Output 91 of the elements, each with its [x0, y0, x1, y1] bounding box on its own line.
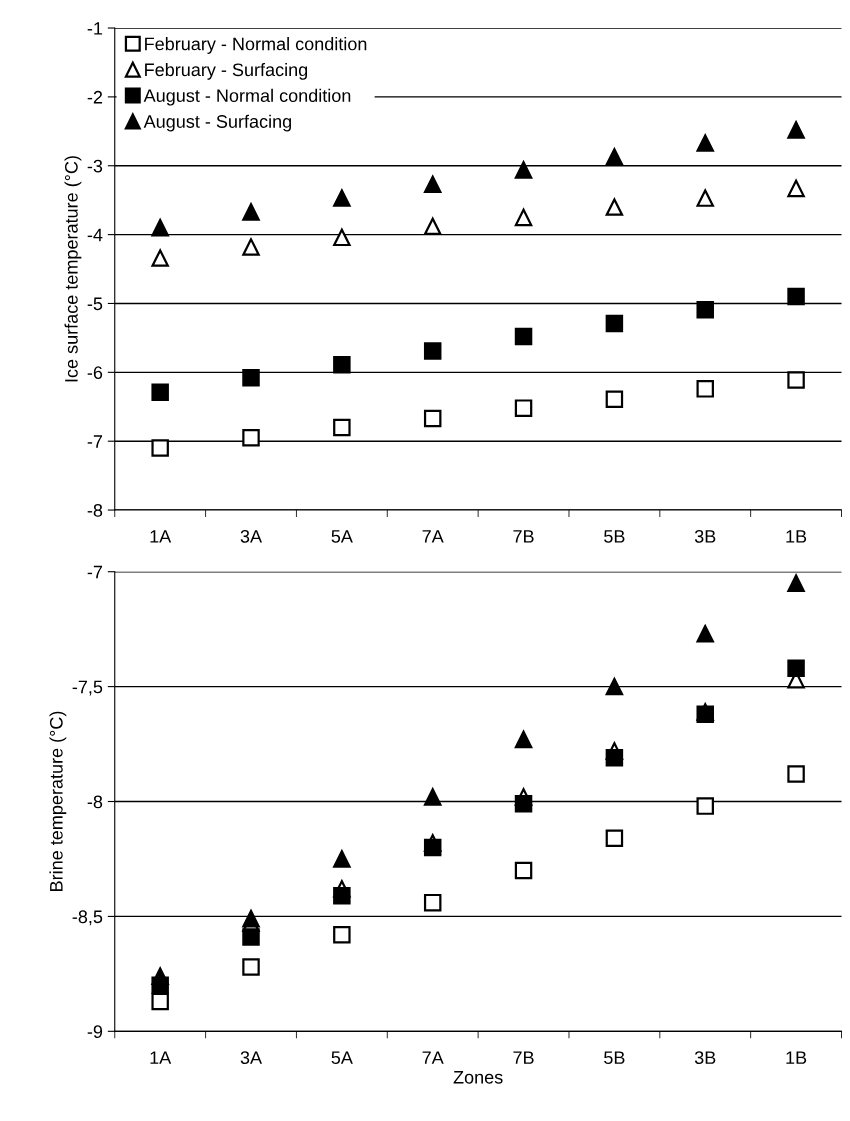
- point: [151, 992, 169, 1011]
- x-tick-label: 3A: [240, 1051, 263, 1065]
- point: [514, 161, 533, 179]
- legend-label: August - Normal condition: [143, 88, 351, 106]
- x-tick-label: 1A: [150, 1051, 172, 1064]
- point: [242, 429, 260, 447]
- point: [423, 342, 442, 360]
- point: [605, 148, 624, 166]
- x-tick-label: 1B: [786, 1051, 807, 1064]
- point: [242, 909, 260, 928]
- x-tick-label: 5B: [604, 530, 625, 543]
- x-tick-label: 3A: [240, 529, 263, 543]
- point: [151, 439, 169, 457]
- point: [696, 625, 714, 643]
- x-tick-label: 3B: [694, 529, 716, 543]
- point: [242, 928, 260, 946]
- point: [787, 574, 805, 592]
- point: [423, 217, 442, 236]
- y-tick-label: -6: [87, 366, 103, 380]
- point: [333, 228, 351, 247]
- point: [605, 677, 624, 696]
- point: [151, 249, 169, 267]
- point: [696, 134, 714, 152]
- point: [514, 399, 533, 417]
- point: [242, 369, 260, 387]
- point: [333, 356, 351, 374]
- x-tick-label: 7B: [513, 1051, 534, 1064]
- point: [151, 967, 169, 985]
- point: [423, 893, 442, 912]
- x-tick-label: 7B: [513, 530, 534, 543]
- point: [423, 788, 442, 806]
- y-tick-label: -1: [87, 22, 103, 35]
- x-tick-label: 7A: [422, 1051, 444, 1064]
- y-tick-label: -7: [87, 435, 103, 448]
- point: [787, 371, 805, 389]
- point: [242, 203, 260, 221]
- point: [242, 238, 260, 256]
- point: [787, 121, 805, 139]
- y-tick-label: -9: [87, 1025, 103, 1039]
- y-tick-label: -8: [87, 503, 103, 517]
- x-tick-label: 5A: [331, 530, 353, 543]
- point: [696, 300, 714, 319]
- point: [696, 189, 714, 207]
- point: [787, 179, 805, 198]
- legend-label: August - Surfacing: [143, 114, 292, 132]
- point: [423, 409, 442, 428]
- point: [696, 797, 714, 815]
- point: [787, 659, 805, 677]
- point: [151, 383, 169, 402]
- point: [605, 314, 624, 333]
- point: [605, 829, 624, 848]
- y-tick-label: -2: [87, 90, 103, 104]
- x-tick-label: 7A: [422, 530, 444, 543]
- point: [787, 287, 805, 306]
- y-tick-label: -8: [87, 795, 103, 809]
- point: [423, 175, 442, 194]
- point: [696, 380, 714, 398]
- y-tick-label: -7: [87, 565, 103, 579]
- y-tick-label: -8,5: [72, 910, 103, 926]
- y-tick-label: -7,5: [72, 680, 103, 696]
- legend-label: February - Surfacing: [145, 62, 308, 80]
- point: [333, 886, 351, 905]
- point: [333, 189, 351, 207]
- x-tick-label: 3B: [694, 1051, 716, 1065]
- x-axis-title: Zones: [453, 1071, 503, 1084]
- point: [514, 730, 533, 749]
- point: [787, 765, 805, 783]
- point: [333, 850, 351, 868]
- x-tick-label: 5B: [604, 1051, 625, 1065]
- point: [605, 390, 624, 408]
- point: [333, 926, 351, 944]
- point: [423, 838, 442, 857]
- y-axis-title: Brine temperature (°C): [49, 711, 67, 891]
- point: [242, 958, 260, 976]
- legend-label: February - Normal condition: [145, 37, 367, 54]
- point: [605, 198, 624, 216]
- y-tick-label: -4: [87, 228, 103, 242]
- y-tick-label: -5: [87, 297, 103, 311]
- x-tick-label: 1B: [786, 530, 807, 543]
- point: [514, 795, 533, 813]
- point: [151, 218, 169, 237]
- y-axis-title: Ice surface temperature (°C): [64, 156, 82, 382]
- y-tick-label: -3: [87, 159, 103, 173]
- point: [696, 705, 714, 723]
- point: [514, 208, 533, 227]
- x-tick-label: 5A: [331, 1051, 353, 1065]
- point: [333, 418, 351, 437]
- point: [514, 327, 533, 346]
- x-tick-label: 1A: [150, 530, 172, 543]
- point: [605, 749, 624, 767]
- point: [514, 861, 533, 880]
